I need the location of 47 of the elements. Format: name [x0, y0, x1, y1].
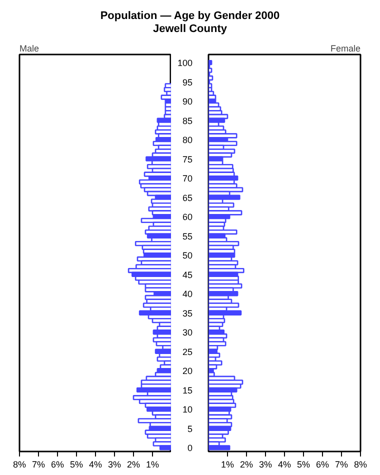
y-tick-label: 10	[182, 404, 193, 415]
y-tick-label: 85	[182, 116, 193, 126]
x-tick-label: 8%	[12, 460, 26, 470]
x-tick-label: 4%	[278, 460, 292, 470]
text: Male	[20, 44, 40, 54]
y-tick-label: 40	[182, 289, 193, 300]
bar	[208, 341, 226, 346]
y-tick-label: 70	[182, 174, 193, 184]
y-tick-label: 100	[177, 58, 193, 68]
y-tick-label: 90	[182, 96, 193, 107]
bar	[208, 68, 212, 73]
y-tick-label: 0	[187, 443, 193, 454]
chart-title: Population — Age by Gender 2000	[100, 10, 280, 22]
x-tick-label: 6%	[50, 460, 64, 470]
y-tick-label: 25	[182, 346, 193, 357]
y-tick-label: 15	[182, 385, 193, 396]
x-tick-label: 1%	[146, 460, 160, 470]
y-tick-label: 60	[182, 212, 193, 222]
y-tick-label: 95	[182, 77, 193, 88]
y-tick-label: 5	[187, 424, 193, 434]
x-tick-label: 2%	[126, 460, 140, 470]
y-tick-label: 55	[182, 231, 193, 242]
y-tick-label: 20	[182, 366, 193, 376]
bar	[156, 341, 171, 346]
x-tick-label: 4%	[88, 460, 102, 470]
bar	[208, 75, 214, 81]
y-tick-label: 35	[182, 308, 193, 318]
text: Female	[330, 44, 361, 54]
y-tick-label: 30	[182, 328, 193, 338]
x-tick-label: 6%	[316, 460, 330, 470]
x-tick-label: 3%	[108, 460, 122, 470]
y-tick-label: 45	[182, 270, 193, 280]
bar	[208, 445, 230, 450]
y-tick-label: 80	[182, 135, 193, 146]
x-tick-label: 1%	[220, 460, 234, 470]
x-tick-label: 8%	[354, 460, 368, 470]
bar	[208, 60, 212, 66]
x-tick-label: 3%	[258, 460, 272, 470]
x-tick-label: 7%	[334, 460, 348, 470]
y-tick-label: 50	[182, 250, 193, 261]
x-tick-label: 5%	[70, 460, 84, 470]
chart-subtitle: Jewell County	[153, 23, 227, 35]
y-tick-label: 65	[182, 192, 193, 203]
y-tick-label: 75	[182, 154, 193, 164]
x-tick-label: 7%	[32, 460, 46, 470]
x-tick-label: 2%	[240, 460, 254, 470]
x-tick-label: 5%	[296, 460, 310, 470]
